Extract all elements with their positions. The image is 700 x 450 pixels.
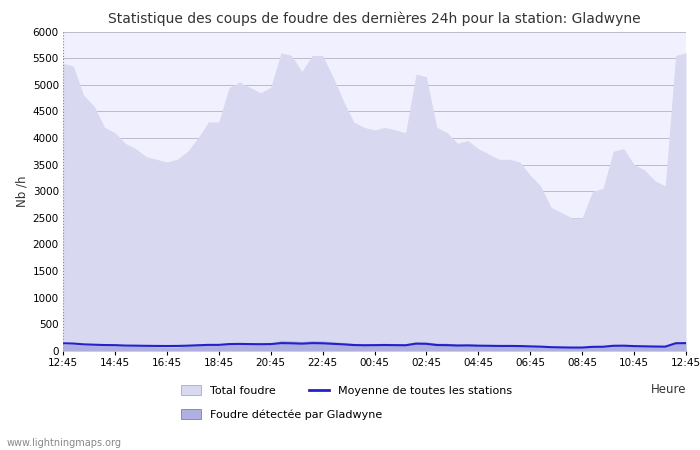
Y-axis label: Nb /h: Nb /h bbox=[15, 176, 29, 207]
Text: Heure: Heure bbox=[650, 383, 686, 396]
Title: Statistique des coups de foudre des dernières 24h pour la station: Gladwyne: Statistique des coups de foudre des dern… bbox=[108, 12, 640, 26]
Legend: Foudre détectée par Gladwyne: Foudre détectée par Gladwyne bbox=[181, 409, 382, 420]
Text: www.lightningmaps.org: www.lightningmaps.org bbox=[7, 438, 122, 448]
